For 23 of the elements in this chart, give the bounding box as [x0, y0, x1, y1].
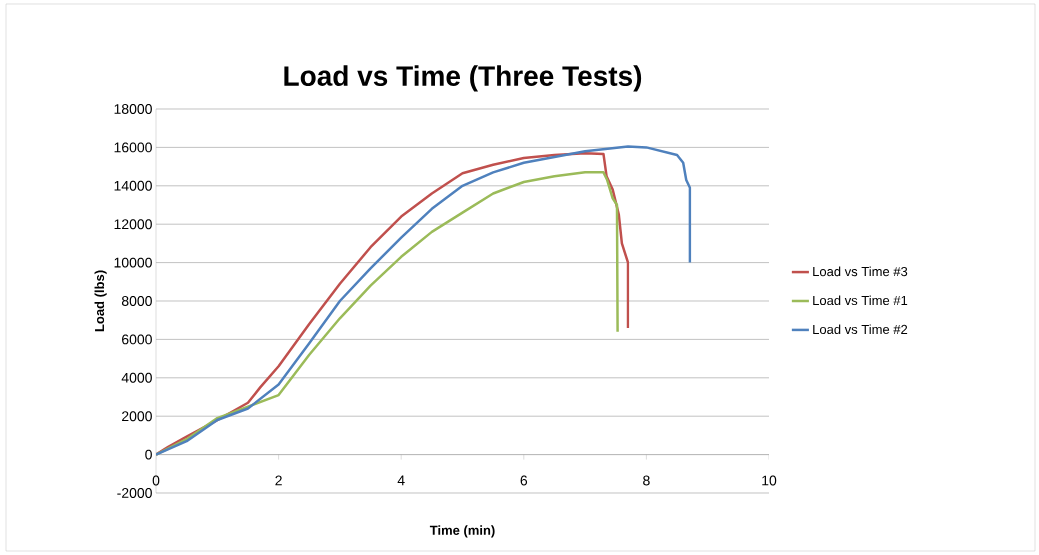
x-tick-label: 8	[643, 475, 650, 486]
y-tick-label: 12000	[114, 219, 152, 230]
y-tick-label: 18000	[114, 104, 152, 114]
y-tick-label: 10000	[114, 257, 152, 268]
x-tick-label: 6	[520, 475, 528, 486]
y-axis-title: Load (lbs)	[94, 270, 107, 332]
legend-label: Load vs Time #1	[813, 295, 908, 306]
y-tick-label: -2000	[117, 488, 152, 498]
y-tick-label: 14000	[114, 180, 152, 191]
chart-title: Load vs Time (Three Tests)	[284, 65, 642, 92]
legend-label: Load vs Time #2	[813, 324, 908, 334]
y-tick-label: 4000	[121, 372, 152, 383]
legend-label: Load vs Time #3	[813, 266, 908, 277]
y-tick-label: 8000	[121, 296, 152, 306]
x-tick-label: 0	[152, 475, 160, 486]
y-tick-label: 16000	[114, 142, 152, 153]
y-tick-label: 6000	[122, 334, 152, 345]
x-tick-label: 4	[397, 475, 405, 486]
x-axis-title: Time (min)	[429, 525, 495, 538]
x-tick-label: 2	[275, 475, 282, 486]
y-tick-label: 2000	[122, 411, 152, 422]
x-tick-label: 10	[762, 475, 777, 486]
y-tick-label: 0	[145, 449, 152, 460]
